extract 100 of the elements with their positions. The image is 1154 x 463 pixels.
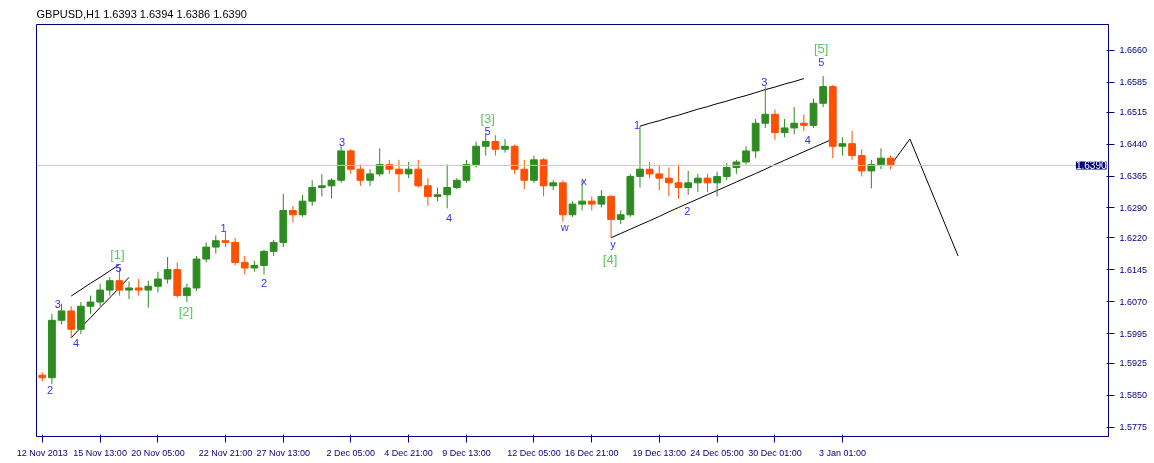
annotation: 3 [54,297,61,310]
candlestick [240,255,249,275]
candlestick [857,148,866,177]
candlestick [742,145,750,166]
ref-line-label: 1.6390 [1075,160,1107,172]
annotation: 4 [446,211,453,224]
x-tick-label: 30 Dec 01:00 [748,447,802,458]
candlestick [144,280,153,309]
candlestick [289,205,297,223]
candlestick [76,301,85,335]
candlestick [780,118,789,138]
x-tick-label: 2 Dec 05:00 [326,447,376,458]
y-tick-label: 1.6220 [1119,232,1148,243]
candlestick [790,106,799,135]
annotation: 1 [220,221,227,234]
candlestick [231,237,239,266]
y-tick-label: 1.6070 [1119,296,1148,307]
x-tick-label: 12 Nov 2013 [16,447,68,458]
candlestick [578,179,587,211]
annotation: 5 [484,124,491,137]
candlestick [530,155,538,184]
candlestick [105,276,114,297]
candlestick [414,159,423,189]
candlestick [395,159,403,193]
candlestick [424,177,432,207]
y-tick-label: 1.5925 [1119,358,1148,369]
candlestick [510,144,519,175]
annotation: 5 [818,55,825,68]
y-tick-label: 1.5995 [1119,328,1148,339]
candlestick [799,113,808,132]
candlestick [154,271,162,294]
line-series [70,276,130,339]
candlestick [86,295,95,315]
candlestick [607,194,615,239]
candlestick [163,256,172,285]
annotation: [1] [110,247,125,263]
candlestick [665,167,673,197]
candlestick [771,109,779,141]
x-tick-label: 19 Dec 13:00 [632,447,687,458]
annotation: 3 [761,76,768,89]
candlestick [838,136,847,157]
y-tick-label: 1.5775 [1119,422,1148,433]
y-tick-label: 1.6515 [1119,107,1148,118]
annotation: [2] [178,304,194,320]
candlestick [125,281,133,300]
candlestick [183,283,191,303]
candlestick [848,130,856,161]
line-series [639,78,805,127]
candlestick [491,134,500,157]
annotation: 2 [260,276,268,289]
y-tick-label: 1.6290 [1119,202,1148,213]
annotation: 4 [804,133,811,146]
candlestick [375,147,384,177]
x-tick-label: 12 Dec 05:00 [507,447,561,458]
candlestick [761,86,770,129]
candlestick [308,179,317,207]
y-tick-label: 1.6440 [1119,139,1148,150]
y-tick-label: 1.6660 [1119,45,1148,56]
annotation: 2 [46,383,54,396]
y-tick-label: 1.6365 [1119,171,1148,182]
y-tick-label: 1.5850 [1119,390,1148,401]
candlestick [703,173,712,193]
annotation: 4 [72,336,80,349]
candlestick [366,168,374,187]
annotation: y [610,238,617,251]
line-series [70,264,120,297]
annotation: 2 [684,204,691,217]
candlestick [520,159,529,190]
annotation: [5] [813,40,829,56]
x-tick-label: 22 Nov 21:00 [198,447,253,458]
x-tick-label: 4 Dec 21:00 [384,447,433,458]
candlestick [96,283,104,307]
x-tick-label: 9 Dec 13:00 [442,447,491,458]
x-tick-label: 24 Dec 05:00 [690,447,744,458]
chart-title: GBPUSD,H1 1.6393 1.6394 1.6386 1.6390 [36,7,247,20]
candlestick [472,141,480,169]
candlestick [655,164,664,191]
x-tick-label: 15 Nov 13:00 [73,447,127,458]
candlestick [501,138,509,154]
candlestick [202,241,211,263]
candlestick [877,147,885,170]
annotation: 3 [339,135,346,148]
x-tick-label: 16 Dec 21:00 [565,447,619,458]
y-tick-label: 1.6145 [1119,264,1148,275]
x-tick-label: 3 Jan 01:00 [818,447,866,458]
candlestick [298,194,307,218]
candlestick [462,159,471,184]
annotation: w [559,220,569,233]
candlestick [67,305,76,339]
candlestick [260,249,268,275]
candlestick [684,170,693,196]
candlestick [211,234,220,254]
candlestick [713,171,721,197]
x-tick-label: 20 Nov 05:00 [131,447,185,458]
candlestick [867,159,876,189]
annotation: 5 [115,261,122,274]
candlestick [443,164,452,209]
candlestick [481,133,490,157]
candlestick [693,173,702,193]
x-tick-label: 27 Nov 13:00 [256,447,311,458]
